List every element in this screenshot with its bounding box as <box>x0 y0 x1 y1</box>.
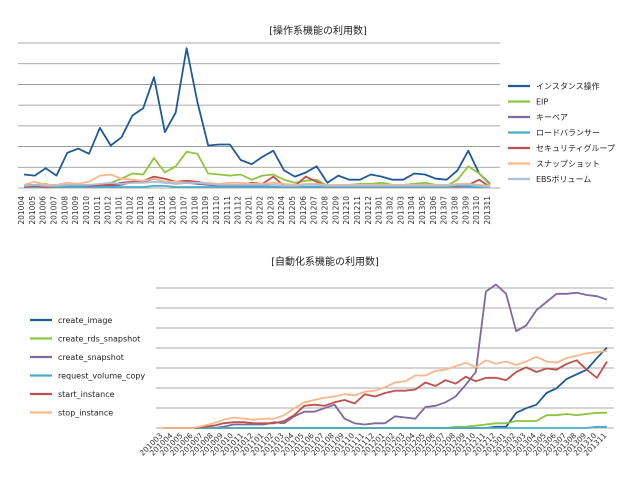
x-tick-label: 201005 <box>28 196 37 225</box>
gridlines <box>18 42 500 189</box>
series-line-3 <box>163 283 608 429</box>
x-tick-label: 201306 <box>429 196 438 225</box>
x-tick-label: 201105 <box>158 196 167 225</box>
legend-label: ロードバランサー <box>536 129 600 138</box>
x-tick-label: 201201 <box>245 196 254 225</box>
legend-label: create_image <box>58 316 112 325</box>
chart-automation-features: [自動化系機能の利用数] 201003 201004 201005 201006 201… <box>0 240 638 479</box>
series-line-7 <box>23 180 491 188</box>
legend-label: キーペア <box>536 113 568 122</box>
x-tick-label: 201103 <box>136 196 145 225</box>
x-tick-label: 201107 <box>180 196 189 225</box>
x-tick-label: 201004 <box>17 196 26 225</box>
x-tick-label: 201110 <box>212 196 221 225</box>
x-tick-label: 201203 <box>266 196 275 225</box>
series-group <box>163 283 608 429</box>
legend-label: セキュリティグループ <box>536 143 615 153</box>
x-tick-labels: 201004 201005 201006 201007 201008 201009 2010… <box>17 196 492 225</box>
x-tick-label: 201309 <box>461 196 470 225</box>
legend: create_image create_rds_snapshot create_sn… <box>30 316 145 418</box>
x-tick-label: 201210 <box>342 196 351 225</box>
legend-label: EIP <box>536 98 548 107</box>
legend-label: stop_instance <box>58 409 113 418</box>
x-tick-label: 201101 <box>115 196 124 225</box>
x-tick-label: 201212 <box>364 196 373 225</box>
x-tick-label: 201012 <box>104 196 113 225</box>
x-tick-label: 201205 <box>288 196 297 225</box>
x-tick-label: 201304 <box>407 196 416 225</box>
x-tick-label: 201007 <box>50 196 59 225</box>
x-tick-label: 201308 <box>450 196 459 225</box>
x-tick-label: 201104 <box>147 196 156 225</box>
series-line-4 <box>24 184 490 188</box>
x-tick-label: 201102 <box>125 196 134 225</box>
x-tick-label: 201112 <box>234 196 243 225</box>
series-line-6 <box>163 350 608 429</box>
legend-label: スナップショット <box>536 160 600 169</box>
legend-label: request_volume_copy <box>58 372 145 381</box>
series-line-4 <box>163 425 607 429</box>
x-tick-label: 201008 <box>60 196 69 225</box>
series-line-6 <box>23 173 491 187</box>
legend-label: create_snapshot <box>58 353 124 362</box>
x-tick-label: 201204 <box>277 196 286 225</box>
x-tick-label: 201311 <box>483 196 492 225</box>
x-tick-label: 201208 <box>320 196 329 225</box>
x-tick-label: 201206 <box>299 196 308 225</box>
x-tick-label: 201211 <box>353 196 362 225</box>
gridlines <box>156 287 614 429</box>
legend-label: インスタンス操作 <box>536 81 600 91</box>
legend-label: start_instance <box>58 390 115 399</box>
x-tick-label: 201106 <box>169 196 178 225</box>
chart-svg-operation: [操作系機能の利用数] 201004 201005 201006 201007 2010… <box>17 24 615 225</box>
x-tick-label: 201207 <box>310 196 319 225</box>
x-tick-label: 201310 <box>472 196 481 225</box>
x-tick-label: 201009 <box>71 196 80 225</box>
chart-title: [自動化系機能の利用数] <box>271 255 379 268</box>
x-tick-label: 201111 <box>223 196 232 225</box>
series-line-5 <box>163 359 608 429</box>
legend-label: create_rds_snapshot <box>58 335 140 344</box>
x-tick-label: 201010 <box>82 196 91 225</box>
x-tick-label: 201202 <box>255 196 264 225</box>
x-tick-label: 201301 <box>375 196 384 225</box>
chart-svg-automation: [自動化系機能の利用数] 201003201004201005201006201… <box>30 255 614 458</box>
x-tick-label: 201108 <box>190 196 199 225</box>
series-line-1 <box>23 47 491 185</box>
chart-title: [操作系機能の利用数] <box>269 24 367 37</box>
legend-label: EBSボリューム <box>536 175 591 184</box>
x-tick-label: 201006 <box>39 196 48 225</box>
series-group <box>23 47 491 188</box>
x-tick-label: 201209 <box>331 196 340 225</box>
legend: インスタンス操作 EIP キーペアロードバランサーセキュリティグループスナップショッ… <box>508 81 615 184</box>
x-tick-label: 201109 <box>201 196 210 225</box>
x-tick-labels: 2010032010042010052010062010072010082010… <box>138 431 609 458</box>
series-line-2 <box>24 150 491 188</box>
x-tick-label: 201303 <box>396 196 405 225</box>
x-tick-label: 201302 <box>385 196 394 225</box>
x-tick-label: 201307 <box>440 196 449 225</box>
x-tick-label: 201011 <box>93 196 102 225</box>
x-tick-label: 201305 <box>418 196 427 225</box>
chart-operation-features: [操作系機能の利用数] 201004 201005 201006 201007 2010… <box>17 24 615 225</box>
